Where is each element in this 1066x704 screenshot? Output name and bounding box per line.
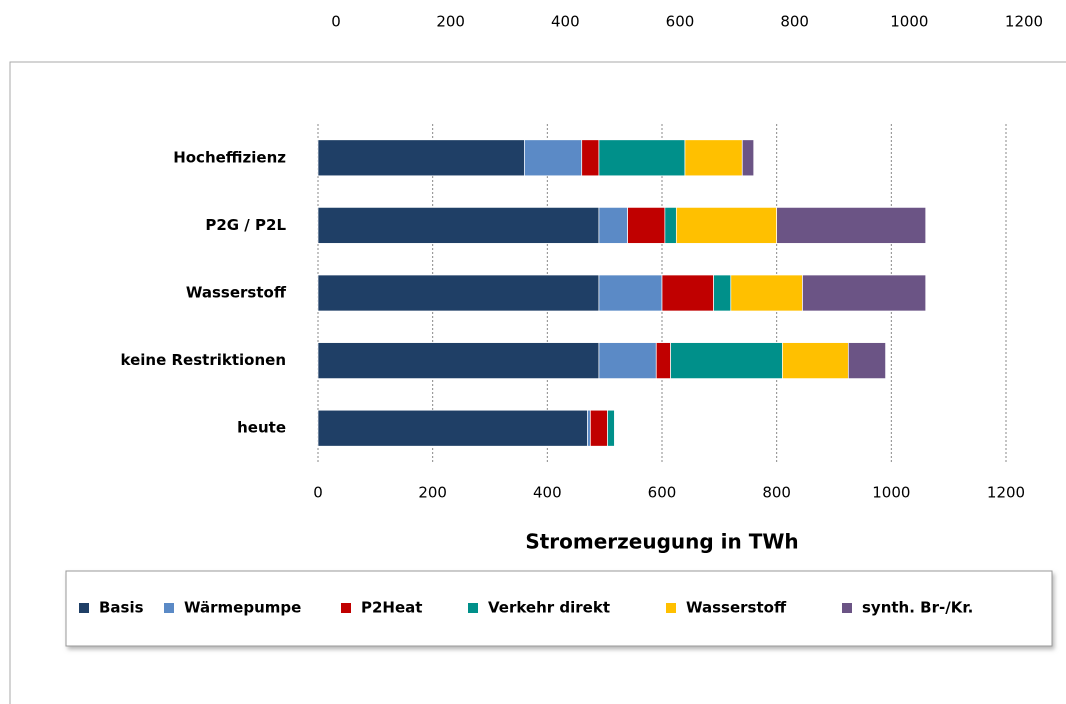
y-tick-label: Wasserstoff [186,284,287,302]
legend-label: Wasserstoff [686,599,787,617]
legend-label: P2Heat [361,599,422,617]
bar-segment [670,342,783,379]
legend-label: synth. Br-/Kr. [862,599,973,617]
bar-segment [598,274,663,312]
x-tick-label-top: 800 [780,13,809,31]
x-tick-label-top: 1000 [890,13,928,31]
x-tick-label: 800 [762,484,791,502]
x-tick-label-top: 0 [331,13,341,31]
y-tick-label: heute [237,419,286,437]
bar-segment [598,207,628,244]
x-tick-label-top: 200 [436,13,465,31]
bar-segment [317,207,600,244]
bar-segment [317,342,600,379]
bar-segment [317,409,588,447]
bar-segment [675,207,778,244]
bar-segment [730,274,803,312]
bar-segment [524,139,583,177]
y-tick-label: P2G / P2L [205,216,286,234]
legend-label: Basis [99,599,144,617]
legend-swatch [666,603,676,613]
bar-segment [802,274,927,312]
x-tick-label: 600 [648,484,677,502]
bar-segment [847,342,886,379]
x-tick-label-top: 1200 [1005,13,1043,31]
legend-swatch [468,603,478,613]
x-tick-label: 1200 [987,484,1025,502]
x-tick-label-top: 600 [666,13,695,31]
bar-segment [607,409,615,447]
legend-swatch [79,603,89,613]
bar-segment [741,139,755,177]
bar-segment [713,274,732,312]
bar-segment [589,409,608,447]
bar-segment [782,342,849,379]
bar-segment [598,342,657,379]
legend-box [65,570,1053,647]
bar-segment [776,207,927,244]
bar-segment [684,139,743,177]
bar-segment [317,274,600,312]
bar-segment [598,139,686,177]
plot-frame [9,61,1066,704]
bar-segment [664,207,677,244]
x-tick-label-top: 400 [551,13,580,31]
x-axis-title: Stromerzeugung in TWh [525,530,798,554]
bar-segment [587,409,591,447]
bar-segment [317,139,525,177]
legend-swatch [341,603,351,613]
bar-segment [655,342,671,379]
y-tick-label: Hocheffizienz [173,148,286,166]
legend-swatch [842,603,852,613]
y-tick-label: keine Restriktionen [121,351,286,369]
x-tick-label: 400 [533,484,562,502]
x-tick-label: 0 [313,484,323,502]
bar-segment [627,207,666,244]
x-tick-label: 1000 [872,484,910,502]
bar-segment [661,274,714,312]
x-tick-label: 200 [418,484,447,502]
bar-segment [581,139,600,177]
legend-swatch [164,603,174,613]
legend-label: Verkehr direkt [488,599,610,617]
legend-label: Wärmepumpe [184,599,301,617]
